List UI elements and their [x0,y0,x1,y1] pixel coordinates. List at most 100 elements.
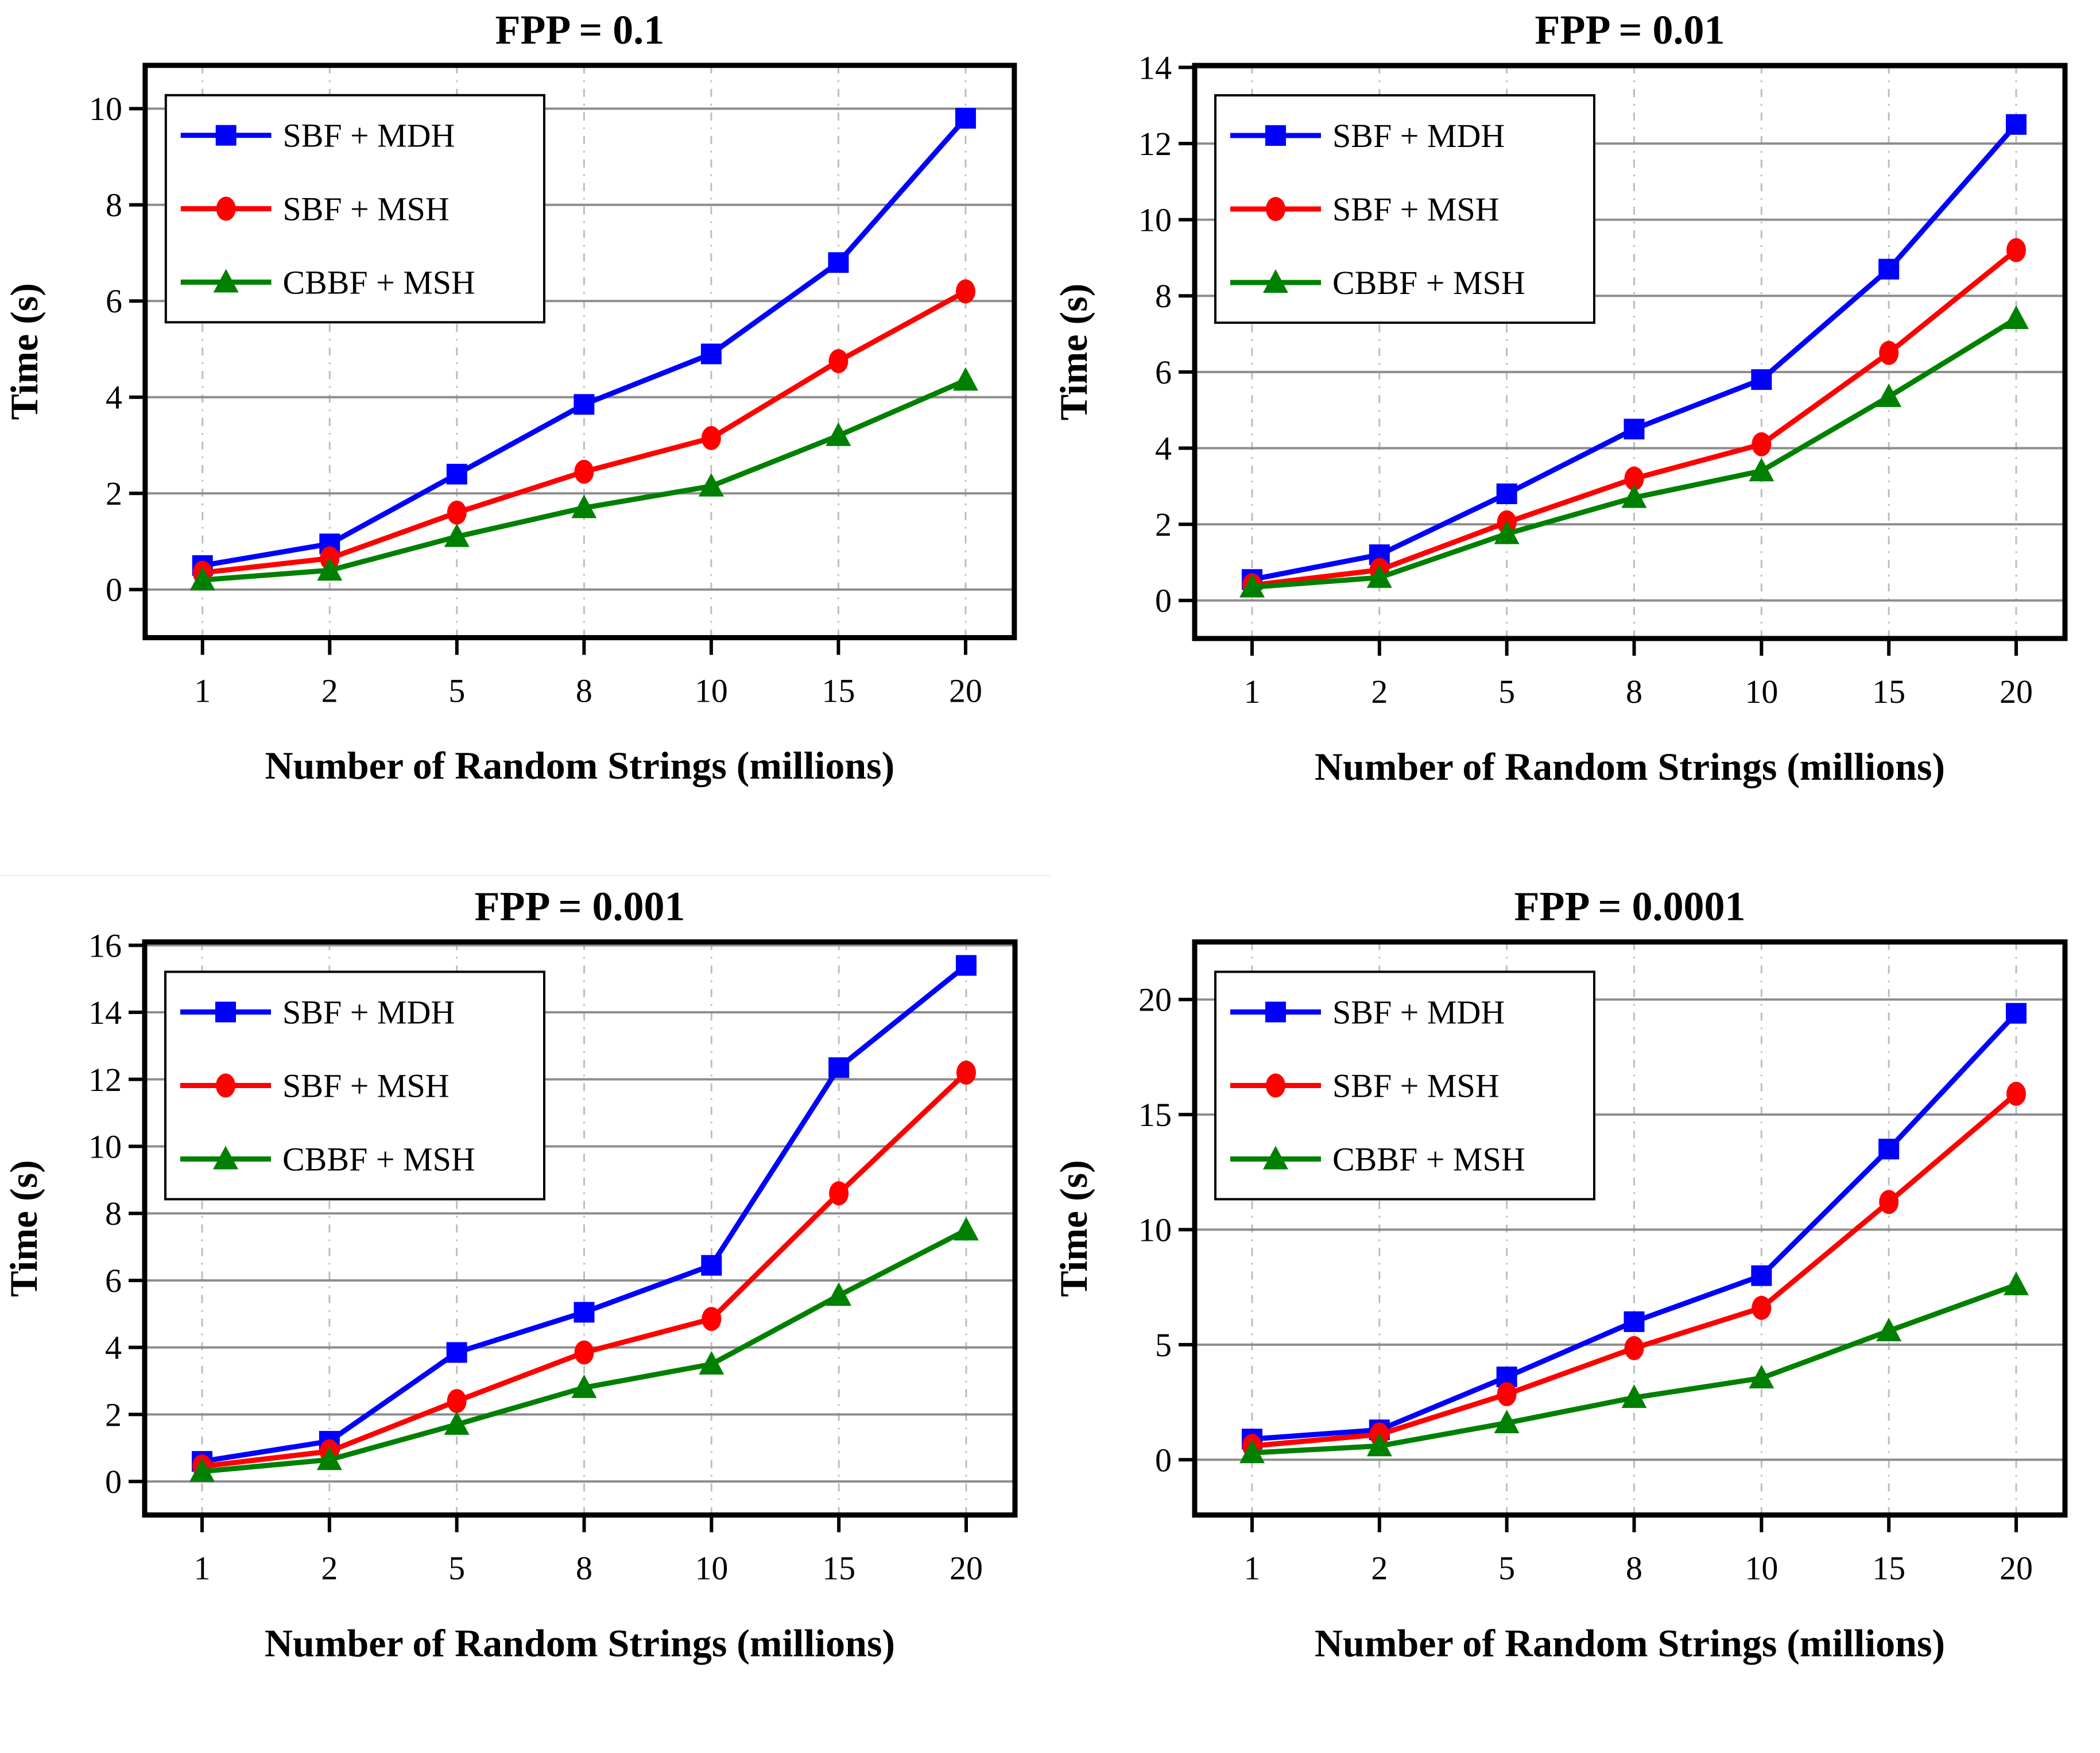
legend-label: SBF + MSH [283,190,450,227]
marker-cbbf-msh [571,1374,597,1398]
marker-sbf-msh [2006,238,2026,262]
plot-frame [1192,63,2068,641]
marker-cbbf-msh [444,523,470,547]
chart-title: FPP = 0.0001 [1514,884,1746,930]
y-tick-label: 0 [106,571,122,609]
y-tick-label: 2 [1155,506,1172,543]
legend-marker-circle-icon [216,1073,235,1098]
marker-sbf-msh [702,1307,722,1332]
marker-sbf-mdh [1751,1265,1772,1286]
chart-fpp-0-0001: 1 2 5 8 10 15 20 0 5 10 15 20 SBF + MDH SBF + MSH CBBF… [1052,884,2068,1665]
y-tick-label: 0 [1155,1441,1172,1479]
panel-fpp-0-01: 1 2 5 8 10 15 20 0 2 4 6 8 10 12 14 SBF + MDH SBF + MSH C… [1050,0,2100,876]
marker-sbf-msh [1752,432,1772,456]
x-tick-label: 5 [448,672,465,709]
marker-cbbf-msh [1239,1439,1265,1464]
marker-sbf-mdh [1751,369,1772,390]
y-axis-label: Time (s) [1052,1160,1095,1297]
x-tick-label: 5 [448,1550,465,1587]
y-tick-label: 4 [1155,429,1172,467]
legend-item-sbf-msh: SBF + MSH [180,1067,450,1105]
y-tick-label: 10 [89,90,122,127]
marker-sbf-msh [1752,1295,1772,1320]
marker-cbbf-msh [698,473,724,497]
x-tick-label: 10 [695,1550,728,1587]
marker-sbf-mdh [700,343,722,365]
legend-marker-square-icon [1265,1001,1286,1023]
y-tick-label: 12 [88,1061,122,1098]
chart-title: FPP = 0.001 [475,884,685,930]
y-tick-label: 0 [1155,582,1172,620]
x-tick-label: 8 [1626,673,1642,710]
x-tick-label: 1 [194,1550,211,1587]
y-tick-label: 2 [105,1396,122,1433]
marker-cbbf-msh [1876,1317,1902,1341]
legend-item-cbbf-msh: CBBF + MSH [180,1141,475,1178]
y-tick-label: 4 [105,1329,122,1367]
y-axis-label: Time (s) [1052,284,1095,421]
legend-marker-triangle-icon [1263,1146,1288,1170]
marker-cbbf-msh [1621,1384,1647,1408]
marker-cbbf-msh [2004,305,2029,329]
plot-frame [142,63,1017,641]
x-axis-label: Number of Random Strings (millions) [1315,1622,1945,1665]
marker-sbf-mdh [446,1342,467,1363]
y-tick-label: 6 [105,1262,122,1299]
x-axis-label: Number of Random Strings (millions) [265,1622,895,1665]
y-tick-label: 12 [1138,125,1172,162]
marker-sbf-mdh [828,1057,850,1078]
legend-item-sbf-mdh: SBF + MDH [1230,117,1505,154]
marker-cbbf-msh [1366,1433,1392,1457]
y-tick-label: 15 [1138,1096,1172,1133]
x-tick-label: 2 [321,1550,338,1587]
marker-sbf-mdh [2006,114,2027,135]
x-tick-label: 10 [1745,1550,1778,1587]
marker-cbbf-msh [316,1446,342,1470]
x-tick-label: 20 [2000,1550,2033,1587]
legend-marker-square-icon [215,125,237,146]
marker-cbbf-msh [317,557,343,581]
x-tick-label: 8 [576,1550,592,1587]
marker-sbf-mdh [956,955,977,976]
marker-cbbf-msh [1749,1365,1774,1389]
marker-sbf-mdh [2006,1003,2027,1024]
x-tick-label: 2 [1371,1550,1388,1587]
y-axis-label: Time (s) [2,1160,45,1297]
y-tick-label: 14 [1138,49,1172,86]
marker-sbf-msh [1497,1382,1517,1407]
marker-sbf-msh [2006,1082,2026,1106]
legend-label: SBF + MSH [1332,1067,1500,1105]
y-tick-label: 0 [105,1463,122,1500]
marker-sbf-mdh [1878,258,1900,280]
marker-cbbf-msh [954,1217,979,1241]
series-line-cbbf-msh [1249,316,2019,590]
marker-cbbf-msh [189,1458,215,1482]
marker-cbbf-msh [953,367,978,391]
marker-sbf-mdh [1624,419,1645,440]
marker-sbf-msh [701,425,721,450]
legend-item-sbf-mdh: SBF + MDH [1230,994,1505,1031]
legend-label: SBF + MDH [282,994,455,1031]
y-axis-label: Time (s) [2,283,46,420]
y-tick-label: 4 [106,379,122,416]
legend-marker-triangle-icon [1263,269,1288,293]
legend-marker-triangle-icon [213,1146,238,1170]
y-tick-label: 16 [88,927,122,964]
y-tick-label: 10 [1138,1212,1172,1249]
plot-frame [1192,939,2068,1518]
y-tick-label: 8 [105,1195,122,1232]
marker-cbbf-msh [826,422,851,446]
y-tick-label: 6 [1155,354,1172,391]
x-tick-label: 1 [194,672,211,709]
x-axis-label: Number of Random Strings (millions) [1315,745,1945,788]
y-tick-label: 5 [1155,1326,1172,1364]
marker-sbf-msh [956,279,975,304]
x-tick-label: 15 [1872,1550,1905,1587]
marker-sbf-mdh [446,463,467,485]
legend: SBF + MDH SBF + MSH CBBF + MSH [164,94,545,324]
chart-fpp-0-1: 1 2 5 8 10 15 20 0 2 4 6 8 10 SBF + MDH SBF + MSH CBBF … [2,7,1017,787]
legend-label: SBF + MDH [1332,117,1505,154]
marker-sbf-msh [956,1061,976,1085]
